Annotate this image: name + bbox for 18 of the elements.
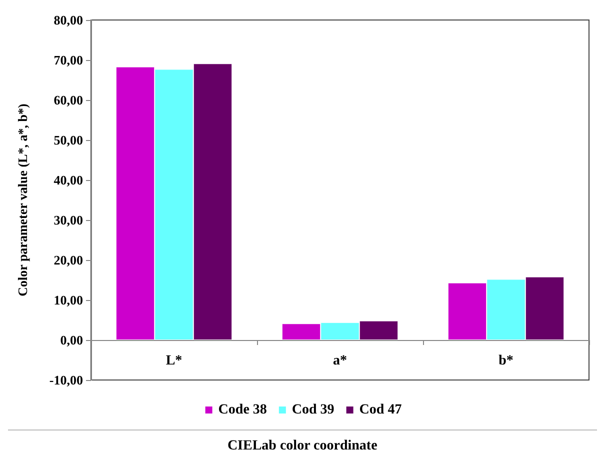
y-tick-label: 10,00 bbox=[54, 292, 83, 308]
y-tick-label: 70,00 bbox=[54, 52, 83, 68]
y-tick-label: 30,00 bbox=[54, 212, 83, 228]
y-tick-label: 0,00 bbox=[60, 332, 83, 348]
legend-label: Cod 47 bbox=[359, 402, 402, 418]
y-axis-title: Color parameter value (L*, a*, b*) bbox=[15, 104, 30, 296]
x-tick-label: L* bbox=[166, 354, 182, 368]
x-tick-label: a* bbox=[333, 354, 347, 368]
y-tick-label: 50,00 bbox=[54, 132, 83, 148]
legend-label: Cod 39 bbox=[292, 402, 334, 418]
y-tick-label: -10,00 bbox=[49, 372, 83, 388]
legend-label: Code 38 bbox=[218, 402, 267, 418]
y-tick-label: 80,00 bbox=[54, 12, 83, 28]
x-axis-title: CIELab color coordinate bbox=[227, 438, 378, 454]
y-tick-label: 20,00 bbox=[54, 252, 83, 268]
y-tick-label: 60,00 bbox=[54, 92, 83, 108]
y-tick-label: 40,00 bbox=[54, 172, 83, 188]
x-tick-label: b* bbox=[498, 354, 514, 368]
